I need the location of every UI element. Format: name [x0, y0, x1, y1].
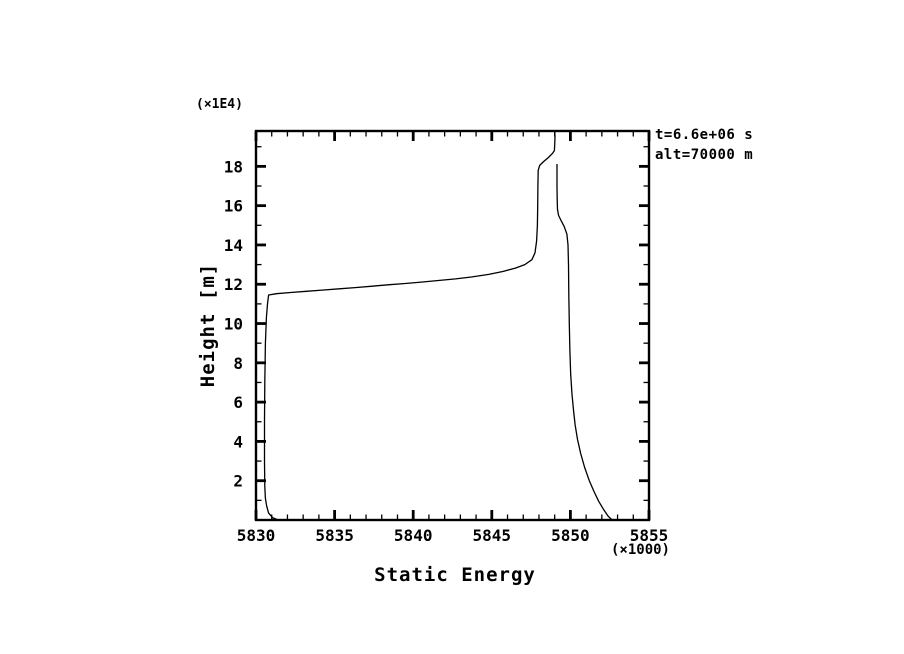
x-tick-label-5830: 5830	[237, 526, 276, 545]
annotation-time: t=6.6e+06 s	[655, 127, 754, 143]
x-tick-label-5855: 5855	[630, 526, 669, 545]
y-axis-scale-note: (×1E4)	[196, 97, 243, 112]
x-axis-scale-note: (×1000)	[610, 542, 670, 558]
annotation-altitude: alt=70000 m	[655, 147, 754, 163]
series-right_profile	[556, 164, 613, 521]
x-tick-label-5850: 5850	[551, 526, 590, 545]
x-axis-title: Static Energy	[374, 564, 536, 586]
y-tick-label-18: 18	[224, 157, 243, 176]
y-tick-label-12: 12	[224, 275, 243, 294]
y-tick-label-2: 2	[233, 472, 243, 491]
x-tick-label-5835: 5835	[315, 526, 354, 545]
x-tick-label-5845: 5845	[473, 526, 512, 545]
axes-box	[254, 129, 651, 522]
y-tick-label-4: 4	[233, 432, 243, 451]
series-left_profile	[263, 130, 556, 521]
x-tick-label-5840: 5840	[394, 526, 433, 545]
y-tick-label-6: 6	[233, 393, 243, 412]
y-tick-label-10: 10	[224, 315, 243, 334]
y-tick-label-14: 14	[224, 236, 243, 255]
y-axis-title: Height [m]	[197, 262, 219, 388]
y-tick-label-16: 16	[224, 197, 243, 216]
y-tick-label-8: 8	[233, 354, 243, 373]
